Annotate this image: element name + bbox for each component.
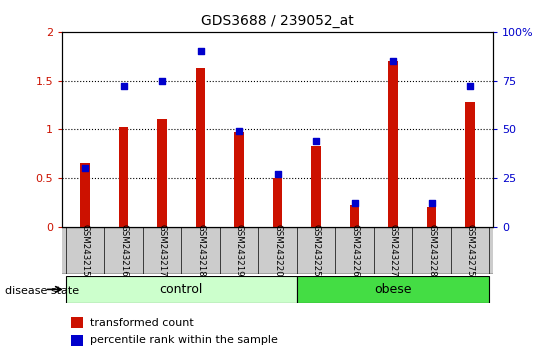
Text: control: control	[160, 283, 203, 296]
Bar	[119, 127, 128, 227]
Title: GDS3688 / 239052_at: GDS3688 / 239052_at	[201, 14, 354, 28]
Text: GSM243215: GSM243215	[81, 224, 89, 277]
Point	[350, 200, 359, 206]
Bar	[196, 68, 205, 227]
Text: GSM243220: GSM243220	[273, 224, 282, 277]
Point	[427, 200, 436, 206]
Text: GSM243225: GSM243225	[312, 224, 321, 277]
Point	[235, 129, 244, 134]
Text: percentile rank within the sample: percentile rank within the sample	[90, 335, 278, 346]
Point	[312, 138, 320, 144]
Text: GSM243216: GSM243216	[119, 224, 128, 277]
Text: GSM243217: GSM243217	[157, 224, 167, 277]
Bar	[388, 61, 398, 227]
Point	[273, 171, 282, 177]
Text: obese: obese	[374, 283, 412, 296]
Bar	[66, 276, 297, 303]
Bar	[157, 120, 167, 227]
Point	[158, 78, 167, 84]
Bar	[80, 163, 90, 227]
Bar	[234, 132, 244, 227]
Text: GSM243228: GSM243228	[427, 224, 436, 277]
Bar	[350, 205, 360, 227]
Point	[119, 84, 128, 89]
Text: transformed count: transformed count	[90, 318, 194, 328]
Bar	[273, 178, 282, 227]
Text: GSM243227: GSM243227	[389, 224, 398, 277]
Bar	[71, 318, 82, 328]
Text: GSM243226: GSM243226	[350, 224, 359, 277]
Text: GSM243219: GSM243219	[234, 224, 244, 277]
Bar	[465, 102, 475, 227]
Bar	[312, 146, 321, 227]
Text: GSM243218: GSM243218	[196, 224, 205, 277]
Point	[389, 58, 397, 64]
Point	[196, 48, 205, 54]
Text: disease state: disease state	[5, 286, 80, 296]
Point	[466, 84, 474, 89]
Text: GSM243275: GSM243275	[466, 224, 474, 277]
Bar	[297, 276, 489, 303]
Bar	[427, 207, 437, 227]
Bar	[71, 335, 82, 346]
Point	[81, 165, 89, 171]
